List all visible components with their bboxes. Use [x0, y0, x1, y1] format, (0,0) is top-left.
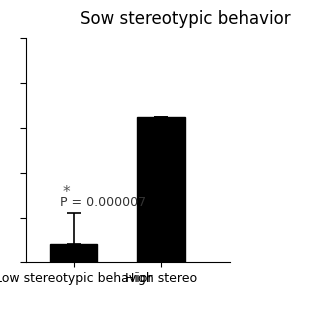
- Text: *: *: [63, 185, 70, 200]
- Text: P = 0.000007: P = 0.000007: [60, 196, 147, 209]
- Bar: [137, 117, 185, 262]
- Text: Sow stereotypic behavior: Sow stereotypic behavior: [80, 10, 291, 28]
- Bar: [50, 244, 98, 262]
